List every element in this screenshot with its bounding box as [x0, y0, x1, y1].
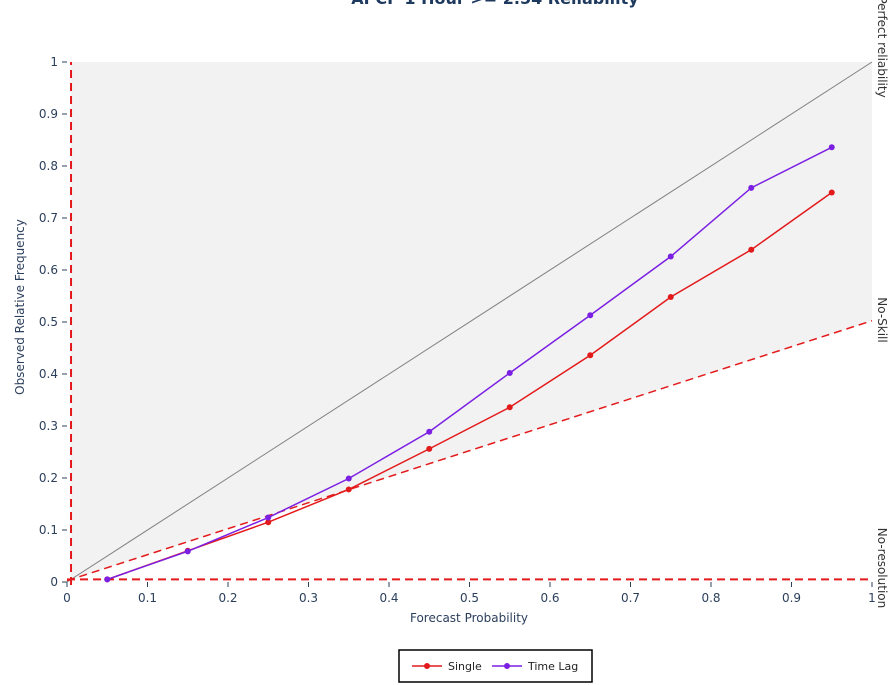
x-tick-label: 0.8	[701, 591, 720, 605]
time-lag-point	[667, 253, 674, 260]
x-tick-label: 1	[868, 591, 876, 605]
single-point	[265, 519, 272, 526]
x-tick-label: 0.5	[460, 591, 479, 605]
single-line	[106, 191, 833, 581]
perfect-reliability-line	[66, 61, 873, 583]
y-tick-label: 1	[50, 55, 58, 69]
single-point	[667, 294, 674, 301]
perfect-reliability-label: Perfect reliability	[875, 0, 889, 98]
x-axis-label: Forecast Probability	[410, 611, 528, 625]
no-resolution-label: No-resolution	[875, 528, 889, 608]
y-tick-label: 0.6	[39, 263, 58, 277]
x-tick-label: 0.9	[782, 591, 801, 605]
y-tick-label: 0.9	[39, 107, 58, 121]
no-skill-label: No-Skill	[875, 297, 889, 342]
x-tick-label: 0.3	[299, 591, 318, 605]
plot-area: 0 0.1 0.2 0.3 0.4 0.5 0.6 0.7 0.8 0.9 1 0 0.1 0.2 0.3 0…	[39, 55, 876, 605]
time-lag-point	[345, 475, 352, 482]
legend-single-marker	[424, 663, 430, 669]
time-lag-point	[506, 369, 513, 376]
single-point	[426, 445, 433, 452]
legend-single-label: Single	[448, 660, 482, 673]
time-lag-point	[426, 428, 433, 435]
legend-time-lag-marker	[504, 663, 510, 669]
chart-title: APCP 1 Hour >= 2.54 Reliability	[351, 0, 639, 8]
y-tick-label: 0.1	[39, 523, 58, 537]
single-point	[345, 486, 352, 493]
x-tick-label: 0.2	[218, 591, 237, 605]
time-lag-point	[828, 144, 835, 151]
y-tick-label: 0.2	[39, 471, 58, 485]
time-lag-point	[265, 514, 272, 521]
x-tick-label: 0.4	[379, 591, 398, 605]
y-tick-label: 0.5	[39, 315, 58, 329]
time-lag-point	[748, 184, 755, 191]
y-axis-label: Observed Relative Frequency	[13, 219, 27, 395]
single-point	[587, 352, 594, 359]
y-tick-label: 0.4	[39, 367, 58, 381]
x-tick-label: 0.7	[621, 591, 640, 605]
time-lag-point	[184, 548, 191, 555]
x-tick-label: 0.1	[138, 591, 157, 605]
y-tick-label: 0	[50, 575, 58, 589]
time-lag-point	[104, 576, 111, 583]
single-point	[828, 189, 835, 196]
no-skill-line	[66, 319, 873, 582]
legend-time-lag-label: Time Lag	[527, 660, 578, 673]
single-point	[748, 246, 755, 253]
x-tick-label: 0	[63, 591, 71, 605]
y-tick-label: 0.7	[39, 211, 58, 225]
y-tick-label: 0.3	[39, 419, 58, 433]
time-lag-line	[107, 146, 833, 581]
single-point	[506, 404, 513, 411]
x-tick-label: 0.6	[540, 591, 559, 605]
legend: Single Time Lag	[398, 649, 593, 683]
y-tick-label: 0.8	[39, 159, 58, 173]
time-lag-point	[587, 312, 594, 319]
